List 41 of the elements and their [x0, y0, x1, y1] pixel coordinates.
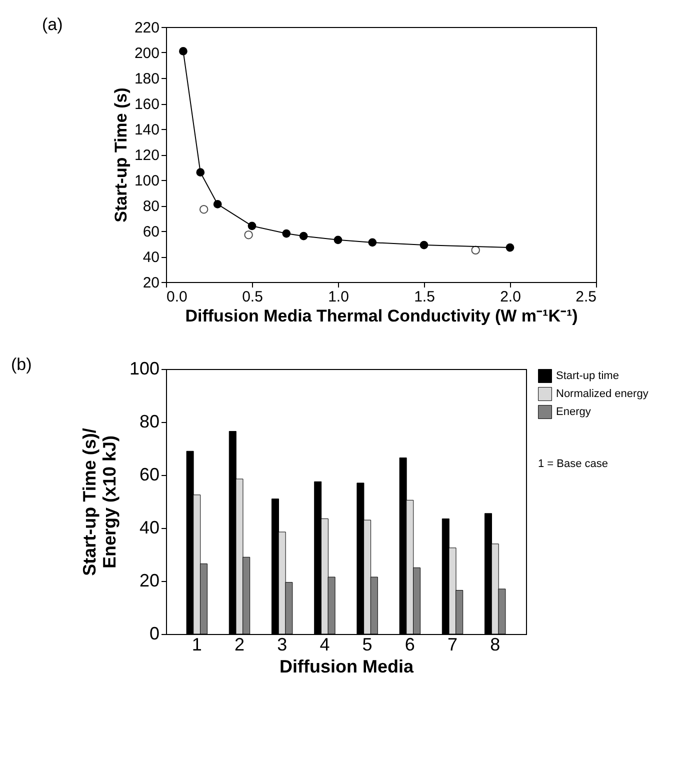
y-tick-label: 80 — [139, 412, 160, 432]
x-tick-label: 2.0 — [500, 288, 521, 306]
x-tick-label: 2.5 — [576, 288, 596, 306]
y-tick-label: 20 — [139, 570, 160, 590]
y-tick-label: 200 — [134, 45, 160, 62]
y-tick-label: 100 — [134, 172, 160, 190]
y-tick-label: 220 — [134, 20, 160, 36]
y-tick-label: 20 — [142, 274, 160, 292]
x-tick-label: 2 — [234, 634, 244, 654]
x-tick-label: 3 — [277, 634, 288, 654]
y-tick-label: 60 — [142, 224, 160, 240]
y-tick-label: 160 — [134, 96, 160, 113]
x-tick-label: 8 — [490, 634, 500, 654]
legend-label: Energy — [556, 406, 592, 418]
y-tick-label: 100 — [129, 358, 160, 378]
y-axis-title: Start-up Time (s) — [111, 88, 130, 222]
x-tick-label: 6 — [404, 634, 415, 654]
y-tick-label: 0 — [149, 624, 160, 644]
x-axis-title: Diffusion Media Thermal Conductivity (W m⁻¹K⁻¹) — [185, 306, 578, 326]
y-tick-label: 180 — [134, 70, 160, 88]
x-tick-label: 4 — [320, 634, 330, 654]
y-axis-title: Start-up Time (s)/ Energy (x10 kJ) — [79, 428, 120, 576]
x-tick-label: 5 — [362, 634, 372, 654]
text: (b) — [10, 355, 32, 374]
y-tick-label: 120 — [134, 147, 160, 164]
x-tick-label: 1.5 — [414, 288, 435, 306]
text: 1 = Base case — [538, 458, 608, 470]
y-tick-label: 40 — [142, 249, 160, 266]
x-tick-label: 1 — [192, 634, 202, 654]
chart-title: (a) — [42, 15, 63, 34]
x-axis-title: Diffusion Media — [280, 656, 414, 676]
x-tick-label: 0.5 — [242, 288, 263, 306]
legend-label: Start-up time — [556, 370, 619, 382]
y-tick-label: 80 — [142, 198, 160, 215]
x-tick-label: 7 — [448, 634, 458, 654]
y-tick-label: 140 — [134, 122, 160, 138]
x-tick-label: 1.0 — [328, 288, 349, 306]
y-tick-label: 40 — [139, 518, 160, 538]
x-tick-label: 0.0 — [166, 288, 188, 306]
y-tick-label: 60 — [139, 464, 160, 484]
legend-label: Normalized energy — [556, 388, 649, 400]
